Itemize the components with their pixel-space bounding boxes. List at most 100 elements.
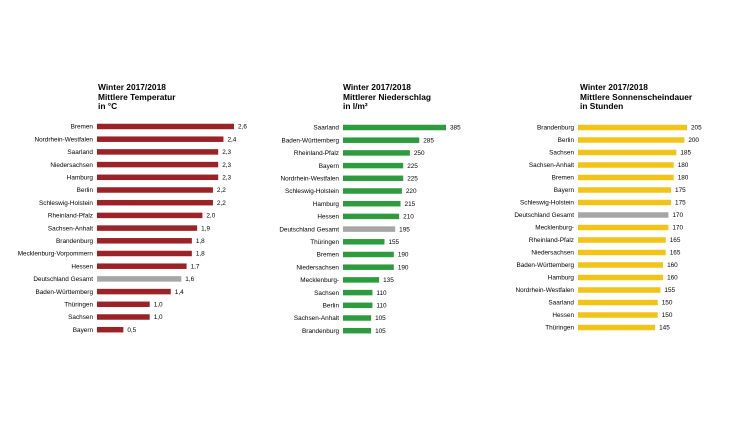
- bar: [578, 324, 656, 331]
- value-label: 175: [675, 187, 686, 194]
- bar: [578, 224, 669, 231]
- category-label: Nordrhein-Westfalen: [281, 176, 340, 183]
- bar: [343, 137, 420, 143]
- value-label: 110: [376, 290, 387, 297]
- bar: [343, 277, 380, 283]
- bar: [343, 200, 401, 207]
- value-label: 185: [680, 150, 691, 157]
- category-label: Nordrhein-Westfalen: [35, 136, 94, 143]
- category-label: Hessen: [71, 263, 93, 270]
- bar: [578, 199, 672, 206]
- category-label: Schleswig-Holstein: [520, 200, 574, 207]
- bar: [97, 225, 198, 231]
- bar: [343, 213, 400, 220]
- category-label: Hessen: [552, 312, 574, 319]
- category-label: Mecklenburg-Vorpommern: [18, 251, 94, 258]
- value-label: 2,4: [227, 136, 236, 143]
- value-label: 180: [678, 175, 689, 182]
- bar: [97, 326, 124, 333]
- category-label: Baden-Württemberg: [281, 137, 339, 144]
- bar: [578, 299, 658, 306]
- category-label: Mecklenburg-: [535, 225, 574, 232]
- bar: [343, 289, 373, 296]
- category-label: Bremen: [71, 124, 94, 131]
- title-line: Mittlerer Niederschlag: [343, 91, 431, 102]
- category-label: Sachsen-Anhalt: [529, 162, 574, 169]
- bar: [578, 262, 664, 268]
- category-label: Saarland: [548, 300, 574, 307]
- bar: [343, 239, 385, 245]
- value-label: 2,3: [222, 162, 231, 169]
- bar: [343, 162, 404, 169]
- value-label: 1,0: [154, 314, 163, 321]
- category-label: Brandenburg: [302, 328, 339, 335]
- chart-title: Winter 2017/2018 Mittlerer Niederschlag …: [343, 82, 431, 112]
- bar: [97, 301, 150, 308]
- title-line: Winter 2017/2018: [98, 82, 166, 92]
- category-label: Brandenburg: [537, 125, 574, 132]
- bar: [343, 315, 372, 321]
- value-label: 1,8: [196, 251, 205, 258]
- value-label: 1,4: [175, 289, 184, 296]
- category-label: Hamburg: [67, 175, 94, 182]
- category-label: Berlin: [77, 187, 94, 194]
- title-line: in l/m²: [343, 101, 368, 112]
- bar: [343, 302, 373, 309]
- category-label: Bayern: [319, 163, 340, 170]
- category-label: Deutschland Gesamt: [279, 226, 339, 233]
- category-label: Mecklenburg-: [300, 277, 339, 284]
- bar: [343, 264, 394, 270]
- bar: [97, 250, 192, 257]
- category-label: Schleswig-Holstein: [285, 188, 339, 195]
- chart-title: Winter 2017/2018 Mittlere Sonnenscheinda…: [580, 82, 693, 112]
- value-label: 2,0: [206, 213, 215, 220]
- value-label: 165: [670, 237, 681, 244]
- bar: [343, 327, 372, 334]
- value-label: 170: [672, 212, 683, 219]
- value-label: 195: [399, 226, 410, 233]
- value-label: 1,8: [196, 238, 205, 245]
- value-label: 1,0: [154, 302, 163, 309]
- category-label: Deutschland Gesamt: [33, 276, 93, 283]
- category-label: Hamburg: [548, 275, 575, 282]
- title-line: Mittlere Sonnenscheindauer: [580, 91, 693, 102]
- bar: [97, 161, 219, 168]
- value-label: 170: [672, 225, 683, 232]
- category-label: Thüringen: [64, 302, 93, 309]
- bar: [343, 124, 446, 131]
- value-label: 2,2: [217, 200, 226, 207]
- title-line: in °C: [98, 101, 118, 112]
- title-line: Winter 2017/2018: [580, 82, 648, 92]
- category-label: Saarland: [67, 149, 93, 156]
- bar: [97, 212, 203, 219]
- value-label: 285: [423, 137, 434, 144]
- value-label: 160: [667, 275, 678, 282]
- bar: [97, 123, 234, 130]
- value-label: 150: [662, 312, 673, 319]
- value-label: 165: [670, 250, 681, 257]
- category-label: Niedersachsen: [50, 162, 93, 169]
- value-label: 385: [450, 125, 461, 132]
- category-label: Thüringen: [310, 239, 339, 246]
- bar: [97, 199, 213, 206]
- bar: [578, 312, 658, 318]
- value-label: 1,7: [191, 263, 200, 270]
- value-label: 220: [406, 188, 417, 195]
- category-label: Saarland: [313, 125, 339, 132]
- value-label: 2,6: [238, 124, 247, 131]
- value-label: 1,6: [185, 276, 194, 283]
- bar: [343, 226, 396, 232]
- category-label: Thüringen: [545, 325, 574, 332]
- bar: [97, 314, 150, 320]
- value-label: 190: [398, 252, 409, 259]
- value-label: 175: [675, 200, 686, 207]
- category-label: Berlin: [558, 137, 575, 144]
- value-label: 2,3: [222, 149, 231, 156]
- category-label: Bayern: [73, 327, 94, 334]
- bar: [97, 136, 224, 142]
- value-label: 1,9: [201, 225, 210, 232]
- value-label: 135: [383, 277, 394, 284]
- value-label: 155: [388, 239, 399, 246]
